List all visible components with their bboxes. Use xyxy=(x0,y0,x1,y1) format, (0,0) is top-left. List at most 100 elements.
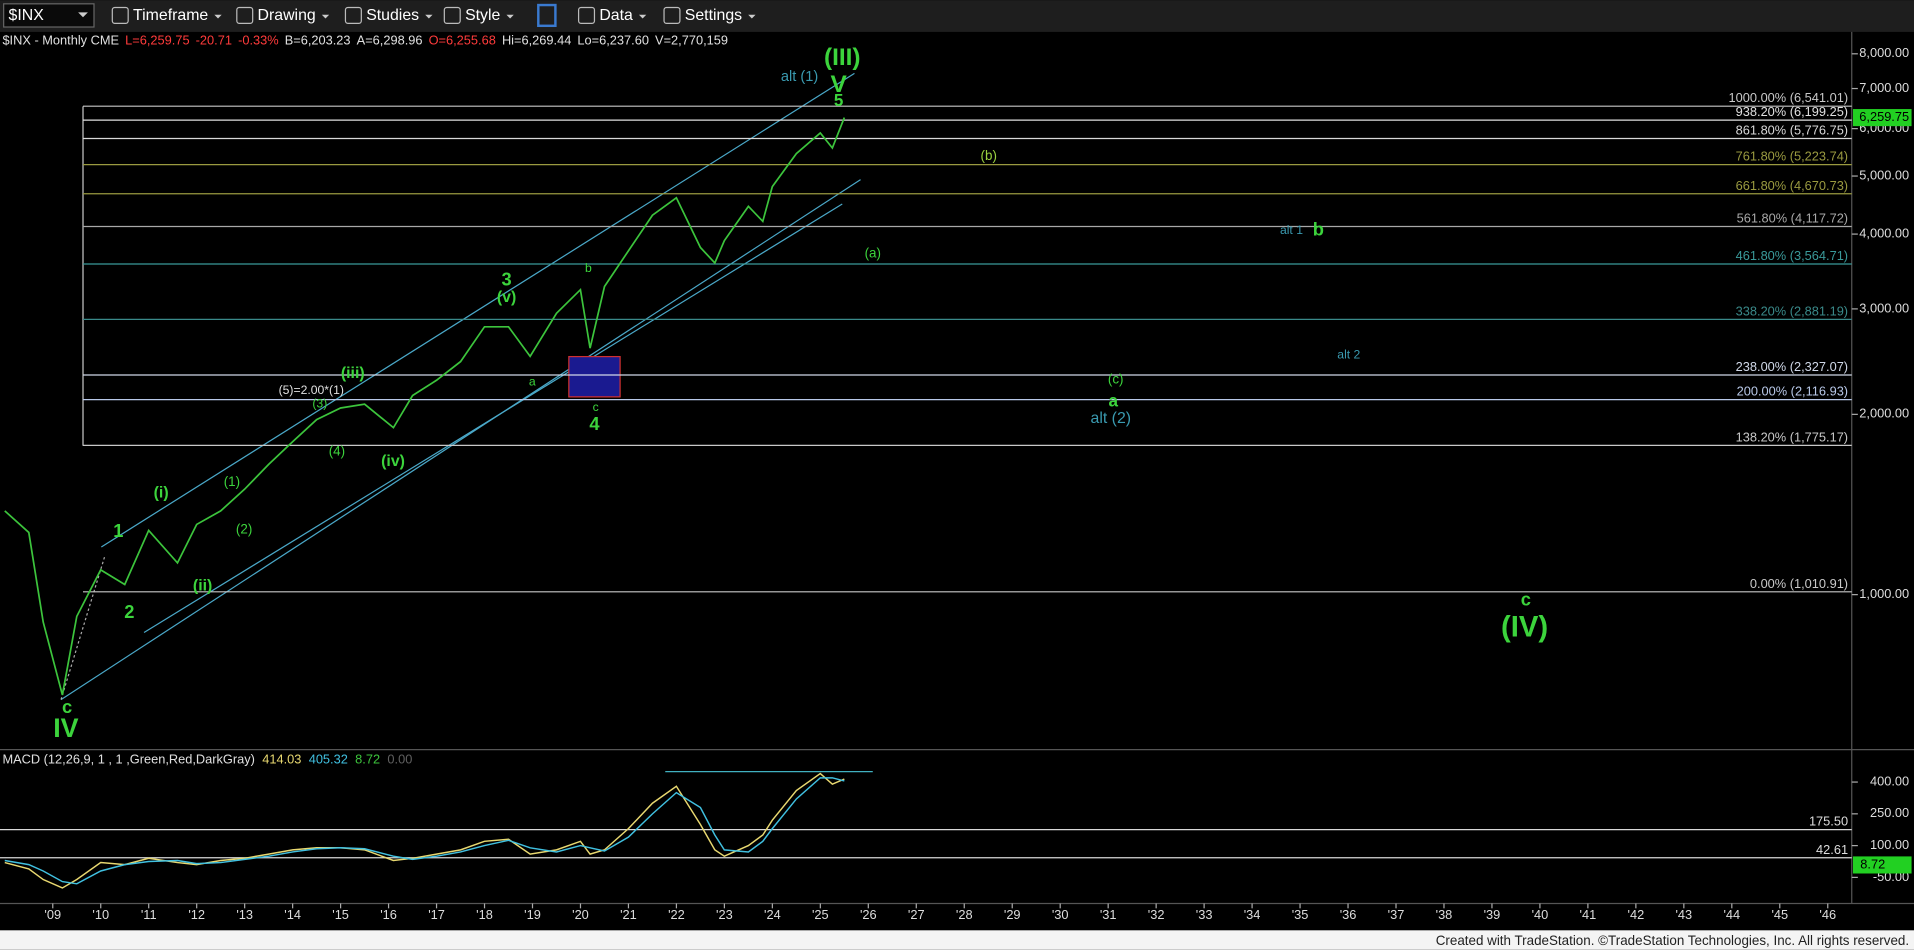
macd-readout: 0.00 xyxy=(387,752,412,767)
fib-label: 861.80% (5,776.75) xyxy=(1736,123,1848,138)
fib-label: 338.20% (2,881.19) xyxy=(1736,303,1848,318)
caret xyxy=(78,12,88,18)
menu-icon xyxy=(111,6,129,24)
macd-readout: 405.32 xyxy=(309,752,348,767)
trend-line xyxy=(143,203,843,633)
caret xyxy=(425,14,433,19)
x-tick-label: '34 xyxy=(1244,907,1261,922)
fib-label: 761.80% (5,223.74) xyxy=(1736,149,1848,164)
x-tick-label: '19 xyxy=(524,907,541,922)
wave-label: a xyxy=(529,374,536,388)
quote-field: -20.71 xyxy=(196,33,232,48)
fib-label: 138.20% (1,775.17) xyxy=(1736,429,1848,444)
wave-label: (c) xyxy=(1108,371,1124,386)
x-tick-label: '46 xyxy=(1819,907,1836,922)
toolbar xyxy=(0,0,1914,32)
x-tick-label: '43 xyxy=(1675,907,1692,922)
x-tick-label: '16 xyxy=(380,907,397,922)
target-box xyxy=(568,355,621,398)
fib-label: 238.00% (2,327.07) xyxy=(1736,359,1848,374)
y-tick-label: 400.00 xyxy=(1870,773,1909,788)
wave-label: c xyxy=(1521,589,1531,610)
menu-item[interactable]: Settings xyxy=(685,7,742,24)
x-tick-label: '35 xyxy=(1292,907,1309,922)
x-tick-label: '11 xyxy=(141,907,157,922)
wave-label: (i) xyxy=(154,484,169,501)
quote-field: Hi=6,269.44 xyxy=(502,33,571,48)
menu-icon xyxy=(443,6,461,24)
wave-label: (IV) xyxy=(1501,611,1548,644)
x-tick-label: '33 xyxy=(1196,907,1213,922)
quote-field: -0.33% xyxy=(238,33,279,48)
x-tick-label: '38 xyxy=(1436,907,1453,922)
menu-item[interactable]: Style xyxy=(465,7,500,24)
chart-header: $INX - Monthly CME L=6,259.75 -20.71 -0.33%… xyxy=(2,33,728,48)
x-tick-label: '30 xyxy=(1052,907,1069,922)
wave-label: V xyxy=(830,71,847,98)
wave-label: (1) xyxy=(224,474,240,489)
x-tick-label: '29 xyxy=(1004,907,1021,922)
y-tick-label: 100.00 xyxy=(1870,837,1909,852)
wave-label: 5 xyxy=(834,91,844,110)
menu-icon xyxy=(344,6,362,24)
wave-label: b xyxy=(1313,219,1324,240)
wave-label: (3) xyxy=(312,396,327,410)
y-tick-label: 3,000.00 xyxy=(1859,300,1909,315)
wave-label: 3 xyxy=(501,269,511,290)
macd-marker-label: 8.72 xyxy=(1860,856,1885,871)
x-tick-label: '21 xyxy=(620,907,637,922)
caret xyxy=(321,14,330,19)
trend-line xyxy=(60,179,861,701)
quote-field: A=6,298.96 xyxy=(357,33,423,48)
caret xyxy=(214,14,222,19)
caret xyxy=(506,14,514,19)
x-tick-label: '15 xyxy=(332,907,349,922)
wave-label: (ii) xyxy=(193,577,212,594)
x-tick-label: '25 xyxy=(812,907,829,922)
wave-label: alt 1 xyxy=(1280,223,1303,237)
menu-icon xyxy=(537,3,557,28)
macd-level-label: 42.61 xyxy=(1816,842,1848,857)
menu-item[interactable]: Data xyxy=(599,7,633,24)
macd-readout: 8.72 xyxy=(355,752,380,767)
macd-line xyxy=(4,777,845,885)
symbol[interactable]: $INX xyxy=(9,7,45,24)
footer-bar xyxy=(0,930,1914,950)
x-tick-label: '24 xyxy=(764,907,781,922)
quote-field: V=2,770,159 xyxy=(655,33,728,48)
x-tick-label: '14 xyxy=(284,907,301,922)
wave-label: c xyxy=(593,400,599,414)
x-tick-label: '37 xyxy=(1388,907,1405,922)
menu-icon xyxy=(236,6,254,24)
macd-title: MACD (12,26,9, 1 , 1 ,Green,Red,DarkGray… xyxy=(2,752,254,767)
wave-label: b xyxy=(585,261,592,275)
x-tick-label: '18 xyxy=(476,907,493,922)
quote-field: L=6,259.75 xyxy=(125,33,189,48)
x-tick-label: '42 xyxy=(1628,907,1645,922)
x-tick-label: '36 xyxy=(1340,907,1357,922)
x-tick-label: '44 xyxy=(1723,907,1740,922)
symbol-box[interactable] xyxy=(3,3,95,28)
last-price-marker xyxy=(1852,109,1912,127)
wave-label: a xyxy=(1108,391,1118,410)
wave-label: (III) xyxy=(824,44,861,71)
x-tick-label: '40 xyxy=(1532,907,1549,922)
chart-title: $INX - Monthly CME xyxy=(2,33,119,48)
y-tick-label: 5,000.00 xyxy=(1859,167,1909,182)
quote-field: Lo=6,237.60 xyxy=(577,33,649,48)
wave-label: 1 xyxy=(113,520,123,541)
wave-label: 2 xyxy=(124,601,134,622)
fib-label: 1000.00% (6,541.01) xyxy=(1729,90,1849,105)
wave-label: alt (1) xyxy=(781,69,818,85)
wave-label: (2) xyxy=(236,521,252,536)
x-tick-label: '13 xyxy=(236,907,253,922)
menu-item[interactable]: Studies xyxy=(366,7,419,24)
fib-label: 661.80% (4,670.73) xyxy=(1736,178,1848,193)
x-tick-label: '45 xyxy=(1771,907,1788,922)
menu-item[interactable]: Timeframe xyxy=(133,7,208,24)
price-line xyxy=(4,117,846,696)
wave-label: (v) xyxy=(497,289,516,306)
menu-item[interactable]: Drawing xyxy=(258,7,316,24)
x-tick-label: '23 xyxy=(716,907,733,922)
